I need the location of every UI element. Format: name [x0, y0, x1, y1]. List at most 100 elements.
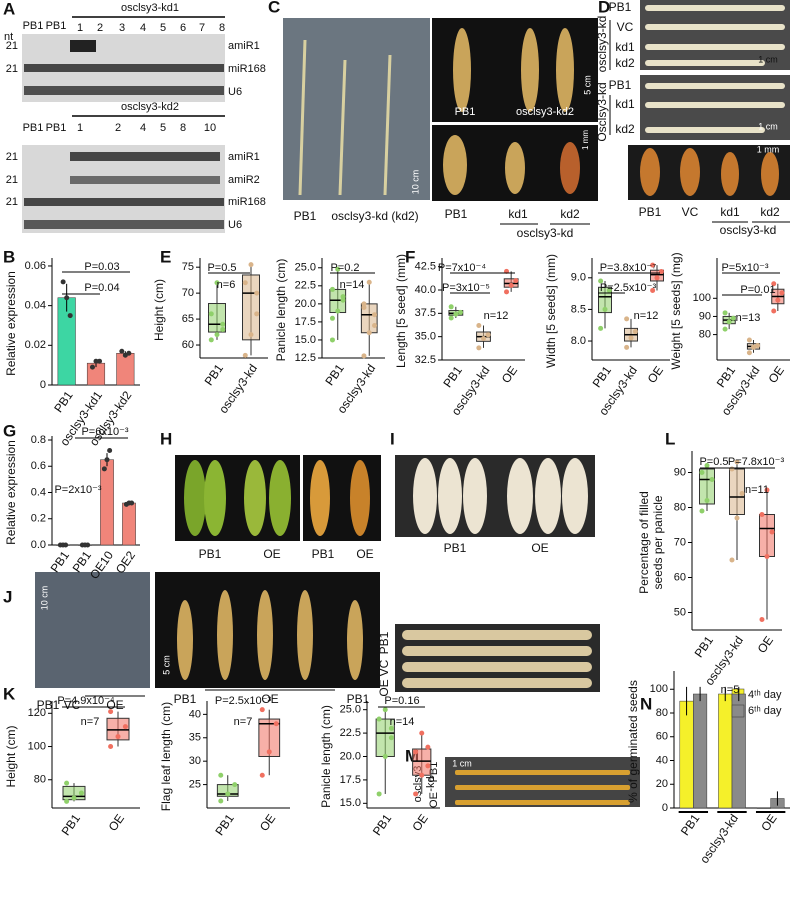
x-tick-label: PB1	[678, 811, 703, 838]
annotation: P=0.5	[207, 262, 236, 274]
photo-label: PB1	[37, 698, 60, 712]
photo-label: nt	[4, 31, 13, 43]
panel-letter: G	[3, 421, 16, 440]
y-tick-label: 20.0	[340, 750, 361, 762]
photo-label: PB1	[312, 547, 335, 561]
data-point	[107, 448, 113, 453]
y-axis-label: Flag leaf length (cm)	[159, 702, 173, 811]
photo-label: PB1	[639, 205, 662, 219]
data-point	[624, 344, 630, 350]
photo-label: -kd	[425, 776, 437, 791]
data-point	[382, 754, 388, 759]
data-point	[699, 470, 705, 475]
x-tick-label: PB1	[692, 633, 717, 660]
photo-label: osclsy3-kd	[517, 226, 574, 240]
y-tick-label: 25.0	[340, 704, 361, 716]
annotation: n=14	[390, 716, 415, 728]
photo-label: 21	[6, 63, 18, 75]
data-point	[122, 724, 128, 730]
photo-label: PB1	[455, 106, 476, 118]
annotation: P=7.8x10⁻³	[728, 456, 785, 468]
y-tick-label: 0.2	[31, 513, 46, 525]
panel-letter: D	[598, 0, 610, 16]
y-tick-label: 70	[182, 287, 194, 299]
y-tick-label: 80	[699, 328, 711, 340]
data-point	[242, 352, 248, 358]
photo-label: PB1	[46, 20, 67, 32]
data-point	[419, 772, 425, 778]
photo-label: osclsy3-kd1	[121, 2, 179, 14]
photo-label: 1 cm	[758, 121, 778, 131]
annotation: P=2x10⁻³	[54, 484, 101, 496]
data-point	[372, 323, 378, 329]
data-point	[218, 772, 224, 778]
bar	[718, 693, 733, 809]
data-point	[658, 268, 664, 274]
photo-label: kd1	[615, 40, 635, 54]
data-point	[775, 297, 781, 303]
data-point	[734, 515, 740, 521]
y-tick-label: 90	[674, 466, 686, 478]
bar	[693, 693, 708, 809]
annotation: P=0.2	[330, 262, 359, 274]
annotation: P=4.9x10⁻⁴	[57, 695, 115, 707]
y-axis-label: Percentage of filled	[637, 491, 651, 594]
y-tick-label: 0.6	[31, 460, 46, 472]
y-tick-label: 0	[662, 802, 668, 814]
y-axis-label: Relative expression	[4, 271, 18, 376]
photo-label: 2	[97, 22, 103, 34]
data-point	[93, 358, 99, 364]
photo-label: 1 cm	[452, 758, 472, 768]
data-point	[129, 500, 135, 506]
y-tick-label: 42.5	[415, 261, 436, 273]
photo-label: U6	[228, 219, 242, 231]
photo-label: 1 mm	[757, 144, 780, 154]
photo-label: 1 mm	[581, 130, 590, 150]
x-tick-label: OE	[755, 634, 776, 656]
data-point	[64, 780, 70, 786]
data-point	[340, 294, 346, 300]
photo-label: 5 cm	[161, 655, 171, 675]
photo-label: OE	[356, 547, 373, 561]
y-axis-label: % of germinated seeds	[626, 680, 640, 803]
data-point	[759, 512, 765, 517]
data-point	[746, 337, 752, 343]
y-tick-label: 0.8	[31, 434, 46, 446]
data-point	[242, 280, 248, 286]
y-tick-label: 100	[693, 292, 711, 304]
data-point	[751, 344, 756, 350]
x-tick-label: PB1	[370, 811, 395, 838]
annotation: n=7	[81, 716, 100, 728]
x-tick-label: PB1	[48, 548, 73, 575]
photo-label: kd2	[560, 207, 580, 221]
y-tick-label: 40.0	[415, 284, 436, 296]
photo-label: VC	[377, 659, 391, 676]
data-point	[419, 730, 425, 736]
data-point	[60, 279, 66, 285]
data-point	[739, 491, 745, 496]
data-point	[457, 309, 463, 315]
data-point	[214, 280, 220, 286]
photo-label: PB1	[445, 207, 468, 221]
data-point	[220, 326, 226, 332]
y-tick-label: 90	[699, 310, 711, 322]
y-axis-label: Relative expression	[4, 440, 18, 545]
photo-content	[402, 630, 592, 688]
y-tick-label: 65	[182, 313, 194, 325]
y-tick-label: 9.0	[571, 272, 586, 284]
box	[106, 717, 130, 741]
panel-letter: C	[268, 0, 280, 16]
panel-letter: E	[160, 247, 171, 266]
y-tick-label: 70	[674, 536, 686, 548]
photo-label: VC	[682, 205, 699, 219]
data-point	[225, 791, 231, 797]
photo-label: 21	[6, 174, 18, 186]
y-tick-label: 40	[656, 754, 668, 766]
data-point	[372, 312, 378, 318]
y-tick-label: 60	[182, 339, 194, 351]
photo-content	[184, 460, 370, 536]
photo-label: 8	[219, 22, 225, 34]
photo-label: PB1	[609, 0, 632, 14]
photo-label: 21	[6, 151, 18, 163]
photo-label: 4	[140, 122, 146, 134]
